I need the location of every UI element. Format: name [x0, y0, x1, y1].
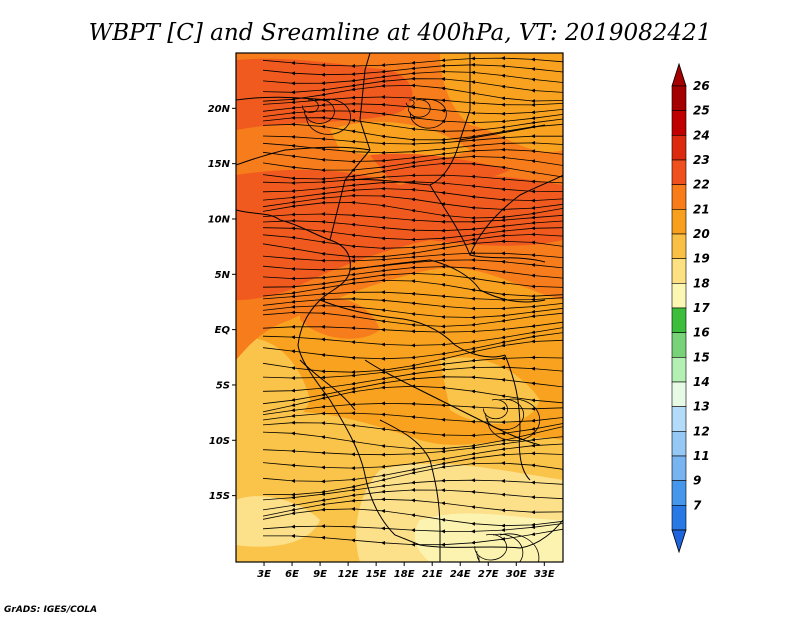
colorbar-label: 16	[693, 326, 710, 340]
country-borders	[236, 53, 563, 562]
colorbar-swatch	[671, 258, 687, 284]
streamline	[306, 98, 351, 135]
colorbar-label: 20	[693, 227, 710, 241]
border-line	[364, 359, 541, 446]
colorbar-label: 23	[693, 153, 710, 167]
streamline	[487, 398, 541, 442]
credit-label: GrADS: IGES/COLA	[4, 605, 97, 615]
lon-tick-label: 21E	[422, 569, 443, 580]
colorbar-swatch	[671, 135, 687, 161]
colorbar-label: 9	[693, 474, 701, 488]
colorbar-swatch	[671, 455, 687, 481]
lat-tick-label: 5S	[216, 380, 230, 391]
colorbar-label: 13	[693, 400, 710, 414]
streamline	[478, 533, 540, 562]
streamline	[407, 99, 431, 118]
streamline	[485, 398, 525, 431]
colorbar-label: 12	[693, 424, 710, 438]
colorbar-label: 17	[693, 301, 710, 315]
colorbar-bottom-cap	[671, 529, 687, 554]
lon-tick-label: 9E	[313, 569, 327, 580]
colorbar-swatch	[671, 159, 687, 185]
streamline	[405, 99, 415, 107]
streamline	[262, 401, 563, 415]
border-line	[299, 359, 356, 411]
map-frame	[235, 52, 564, 563]
lon-tick-label: 30E	[506, 569, 527, 580]
lon-tick-label: 18E	[394, 569, 415, 580]
colorbar-label: 24	[693, 128, 710, 142]
border-line	[236, 209, 563, 549]
lon-axis: 3E 6E 9E 12E 15E 18E 21E 24E 27E 30E 33E	[257, 562, 555, 580]
border-line	[329, 53, 371, 241]
border-line	[379, 419, 441, 562]
lon-tick-label: 15E	[366, 569, 387, 580]
lon-tick-label: 3E	[257, 569, 271, 580]
colorbar: 26 25 24 23 22 21 20 19 18 17 16 15 14 13 12 11 9 7	[671, 62, 710, 554]
lat-tick-label: 10S	[209, 436, 230, 447]
colorbar-swatch	[671, 307, 687, 333]
lon-tick-label: 33E	[534, 569, 555, 580]
streamline	[409, 99, 447, 129]
colorbar-label: 21	[693, 202, 710, 216]
colorbar-swatch	[671, 406, 687, 432]
colorbar-label: 11	[693, 449, 710, 463]
map-area: 20N 15N 10N 5N EQ 5S 10S 15S 3E 6E 9E 12E 15E 18E 21E…	[208, 52, 564, 580]
streamline	[474, 534, 508, 561]
lon-tick-label: 12E	[338, 569, 359, 580]
lon-tick-label: 6E	[285, 569, 299, 580]
colorbar-label: 22	[693, 178, 710, 192]
colorbar-swatch	[671, 110, 687, 136]
border-line	[504, 354, 531, 481]
streamline	[301, 99, 319, 113]
colorbar-label: 18	[693, 276, 710, 290]
lat-tick-label: 15N	[208, 159, 231, 170]
streamline	[476, 533, 524, 562]
colorbar-swatch	[671, 332, 687, 358]
colorbar-label: 19	[693, 252, 710, 266]
map-title: WBPT [C] and Sreamline at 400hPa, VT: 20…	[89, 20, 712, 46]
border-line	[349, 259, 546, 303]
streamline	[483, 399, 508, 420]
colorbar-swatch	[671, 184, 687, 210]
lat-axis: 20N 15N 10N 5N EQ 5S 10S 15S	[208, 104, 236, 502]
border-line	[459, 124, 546, 141]
colorbar-label: 7	[693, 498, 702, 512]
streamlines	[262, 56, 563, 562]
lon-tick-label: 27E	[478, 569, 499, 580]
border-line	[236, 146, 371, 166]
field-region	[414, 513, 563, 562]
colorbar-top-cap	[671, 62, 687, 87]
colorbar-swatch	[671, 283, 687, 309]
lat-tick-label: 20N	[208, 104, 231, 115]
colorbar-swatch	[671, 480, 687, 506]
colorbar-swatch	[671, 233, 687, 259]
lat-tick-label: 15S	[209, 491, 230, 502]
colorbar-swatch	[671, 357, 687, 383]
colorbar-swatch	[671, 209, 687, 235]
colorbar-swatch	[671, 505, 687, 531]
colorbar-swatch	[671, 85, 687, 111]
lon-tick-label: 24E	[450, 569, 471, 580]
colorbar-label: 26	[693, 79, 710, 93]
streamline	[304, 99, 335, 124]
lat-tick-label: EQ	[215, 325, 231, 336]
colorbar-swatch	[671, 381, 687, 407]
colorbar-swatch	[671, 431, 687, 457]
streamline	[262, 523, 563, 534]
colorbar-label: 15	[693, 350, 710, 364]
colorbar-label: 14	[693, 375, 710, 389]
lat-tick-label: 5N	[215, 270, 231, 281]
border-line	[319, 299, 506, 358]
lat-tick-label: 10N	[208, 214, 231, 225]
border-line	[469, 174, 563, 256]
colorbar-label: 25	[693, 104, 710, 118]
border-line	[236, 96, 331, 101]
